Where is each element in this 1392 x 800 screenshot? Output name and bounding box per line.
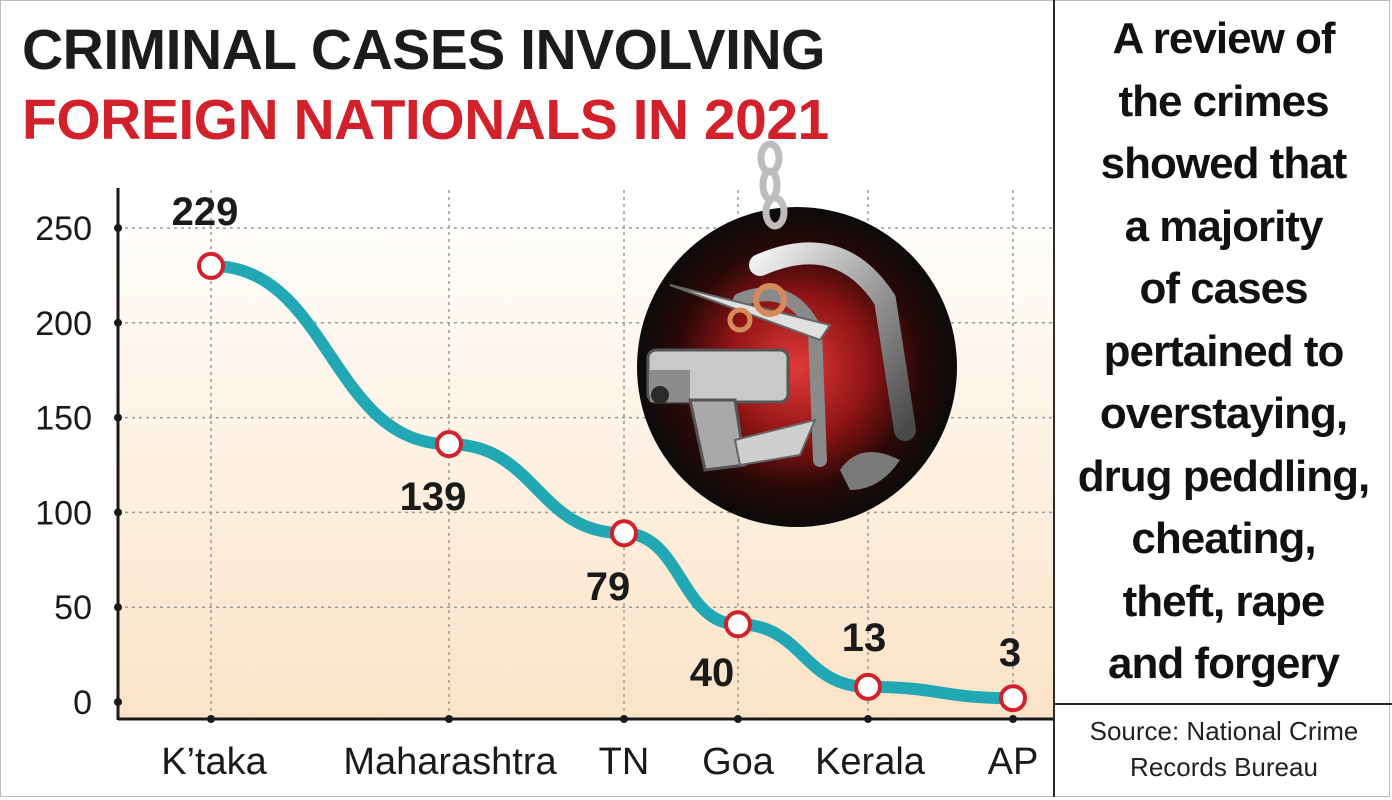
side-note-line: showed that <box>1100 139 1348 188</box>
side-note-line: and forgery <box>1107 639 1340 688</box>
x-tick-dot <box>734 715 742 723</box>
side-note-line: cheating, <box>1131 514 1316 563</box>
y-tick-dot <box>114 318 122 327</box>
side-note-line: of cases <box>1139 264 1308 313</box>
x-tick-dot <box>620 715 628 723</box>
side-note-line: a majority <box>1124 201 1324 251</box>
chart-title-line-2: FOREIGN NATIONALS IN 2021 <box>22 88 829 152</box>
handcuffs-pistol-knife-icon <box>637 140 957 527</box>
category-label: K’taka <box>161 741 267 783</box>
side-note-line: pertained to <box>1103 326 1345 376</box>
data-label: 13 <box>842 616 887 660</box>
axes <box>114 188 1053 723</box>
source-line-1: Source: National Crime <box>1089 716 1359 746</box>
data-label: 40 <box>690 651 735 695</box>
y-tick-label: 100 <box>35 494 92 532</box>
data-point <box>854 672 882 701</box>
side-note: A review of the crimes showed that a majori… <box>1055 8 1392 696</box>
data-point <box>610 519 638 548</box>
y-tick-dot <box>114 413 122 422</box>
data-point <box>435 430 463 459</box>
side-note-line: overstaying, <box>1099 389 1348 438</box>
line-chart: 229 139 79 40 13 3 K’taka Maharashtra TN Goa Kera… <box>35 140 1053 783</box>
y-tick-dot <box>114 224 122 232</box>
y-tick-label: 250 <box>35 210 92 248</box>
data-label: 229 <box>172 190 239 234</box>
side-note-line: A review of <box>1112 14 1335 63</box>
y-tick-dot <box>114 508 122 517</box>
data-point <box>724 610 752 639</box>
y-tick-label: 0 <box>73 684 92 722</box>
x-tick-dot <box>445 715 453 723</box>
source-note: Source: National Crime Records Bureau <box>1060 713 1388 785</box>
data-label: 3 <box>999 631 1021 675</box>
data-point <box>999 684 1027 713</box>
category-label: Kerala <box>815 741 926 783</box>
category-label: AP <box>988 741 1039 783</box>
category-labels: K’taka Maharashtra TN Goa Kerala AP <box>161 741 1038 783</box>
side-note-line: theft, rape <box>1122 576 1326 626</box>
y-tick-dot <box>114 698 122 706</box>
x-tick-dot <box>207 715 215 723</box>
y-tick-dot <box>114 603 122 612</box>
source-divider <box>1055 703 1392 705</box>
y-tick-labels: 0 50 100 150 200 250 <box>35 210 92 722</box>
side-note-line: the crimes <box>1118 76 1329 126</box>
y-tick-label: 200 <box>35 305 92 343</box>
data-label: 79 <box>586 565 631 609</box>
source-line-2: Records Bureau <box>1130 752 1318 782</box>
y-tick-label: 50 <box>54 589 92 627</box>
data-point <box>197 251 225 280</box>
category-label: Goa <box>702 741 775 783</box>
x-tick-dot <box>864 715 872 723</box>
data-label: 139 <box>400 475 467 519</box>
category-label: Maharashtra <box>343 741 557 783</box>
side-note-line: drug peddling, <box>1077 451 1371 501</box>
column-divider <box>1053 0 1055 797</box>
chart-title-line-1: CRIMINAL CASES INVOLVING <box>22 18 825 82</box>
data-points <box>197 251 1027 713</box>
x-tick-dot <box>1009 715 1017 723</box>
category-label: TN <box>599 741 650 783</box>
y-tick-label: 150 <box>35 400 92 438</box>
data-labels: 229 139 79 40 13 3 <box>172 190 1022 695</box>
